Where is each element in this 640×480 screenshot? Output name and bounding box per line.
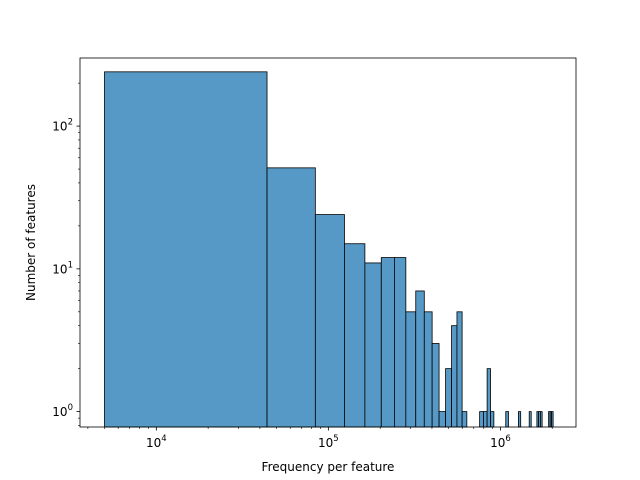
histogram-bar-19 [490, 411, 495, 428]
y-axis-ticks: 100 101 102 [52, 82, 80, 426]
y-tick-label: 101 [52, 260, 73, 276]
histogram-bar-5 [380, 257, 395, 428]
histogram-bar-22 [528, 411, 532, 428]
histogram-bar-16 [479, 411, 484, 428]
x-tick-label: 105 [318, 434, 339, 450]
histogram-bar-28 [551, 411, 554, 428]
histogram-bar-17 [483, 411, 488, 428]
histogram-bar-13 [451, 325, 458, 428]
histogram-bar-21 [517, 411, 522, 428]
histogram-bar-8 [415, 290, 425, 428]
histogram-bar-6 [394, 257, 407, 428]
x-tick-label: 106 [490, 434, 511, 450]
x-axis-ticks: 104 105 106 [87, 427, 553, 450]
histogram-bar-3 [344, 243, 366, 428]
histogram-bar-25 [540, 411, 543, 428]
histogram-bar-14 [456, 311, 463, 428]
histogram-bar-7 [405, 311, 417, 428]
histogram-bar-4 [364, 262, 382, 428]
y-tick-label: 102 [52, 118, 73, 134]
x-tick-label: 104 [146, 434, 167, 450]
y-axis-label: Number of features [24, 184, 38, 301]
histogram-bar-12 [445, 368, 452, 428]
histogram-bar-18 [486, 368, 491, 428]
histogram-bar-10 [431, 343, 440, 428]
histogram-bar-0 [104, 71, 268, 428]
x-axis-label: Frequency per feature [262, 460, 395, 474]
histogram-bar-1 [266, 167, 316, 428]
y-tick-label: 100 [52, 403, 73, 419]
histogram-bar-11 [438, 411, 446, 428]
bars-group [104, 71, 554, 428]
histogram-bar-20 [505, 411, 509, 428]
histogram-bar-9 [423, 311, 433, 428]
histogram-bar-2 [314, 214, 345, 428]
histogram-bar-15 [461, 411, 468, 428]
